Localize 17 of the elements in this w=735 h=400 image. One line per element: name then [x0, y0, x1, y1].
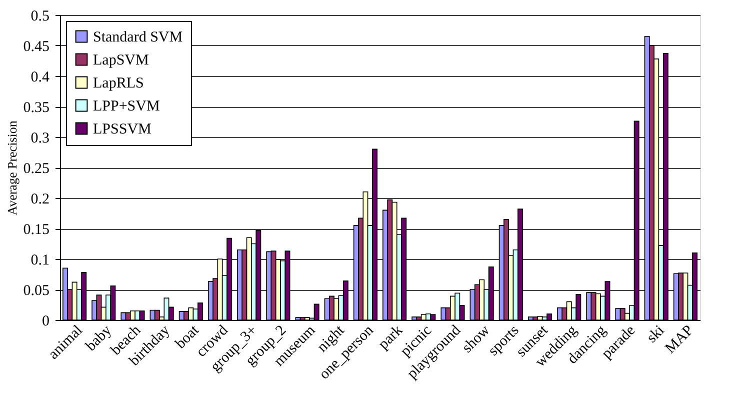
- y-tick-label: 0.3: [30, 130, 50, 146]
- y-tick-label: 0.15: [23, 222, 50, 238]
- y-tick-label: 0.4: [30, 70, 50, 86]
- y-tick-label: 0.35: [23, 100, 50, 116]
- y-tick-label: 0.25: [23, 161, 50, 177]
- y-axis-title: Average Precision: [4, 120, 20, 216]
- y-tick-label: 0.1: [30, 252, 50, 268]
- legend-label: LapRLS: [93, 76, 144, 92]
- y-tick-label: 0.2: [30, 192, 50, 208]
- y-tick-label: 0: [42, 314, 50, 330]
- legend-label: LPSSVM: [93, 122, 152, 138]
- legend-label: LPP+SVM: [93, 98, 160, 114]
- y-tick-label: 0.45: [23, 39, 50, 55]
- y-tick-label: 0.05: [23, 283, 50, 299]
- legend-label: LapSVM: [93, 52, 149, 68]
- legend-label: Standard SVM: [93, 30, 183, 46]
- y-tick-label: 0.5: [30, 8, 50, 24]
